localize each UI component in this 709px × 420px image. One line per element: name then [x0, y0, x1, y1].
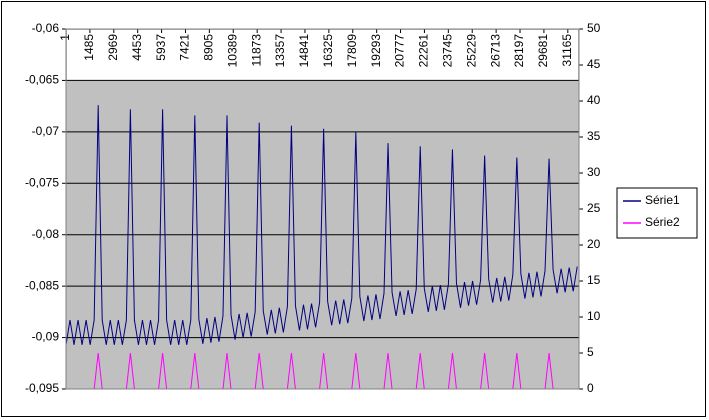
- x-tick-label: 22261: [417, 34, 431, 68]
- y2-tick-label: 5: [587, 345, 594, 359]
- x-tick-label: 26713: [488, 34, 502, 68]
- x-tick-label: 28197: [512, 34, 526, 68]
- x-tick-label: 16325: [321, 34, 335, 68]
- x-tick-label: 31165: [560, 34, 574, 67]
- y2-tick-label: 50: [587, 21, 601, 35]
- x-tick-label: 29681: [536, 34, 550, 68]
- plot-area: [66, 29, 579, 389]
- y-tick-label: -0,065: [25, 73, 59, 87]
- x-tick-label: 13357: [273, 34, 287, 68]
- y-tick-label: -0,09: [32, 330, 60, 344]
- y-tick-label: -0,08: [32, 227, 60, 241]
- x-tick-label: 8905: [202, 34, 216, 61]
- y2-tick-label: 20: [587, 237, 601, 251]
- y2-tick-label: 30: [587, 165, 601, 179]
- y2-tick-label: 15: [587, 273, 601, 287]
- y-tick-label: -0,085: [25, 278, 59, 292]
- y2-tick-label: 45: [587, 57, 601, 71]
- label-strip: [67, 30, 578, 80]
- series-line: [65, 105, 578, 345]
- legend-label: Série1: [645, 193, 680, 207]
- y2-tick-label: 40: [587, 93, 601, 107]
- x-tick-label: 10389: [225, 34, 239, 68]
- x-tick-label: 17809: [345, 34, 359, 68]
- y2-tick-label: 25: [587, 201, 601, 215]
- plot-border: [65, 28, 580, 390]
- x-tick-label: 19293: [369, 34, 383, 68]
- x-tick-label: 20777: [393, 34, 407, 68]
- x-tick-label: 5937: [154, 34, 168, 61]
- x-tick-label: 23745: [441, 34, 455, 68]
- legend-box: [616, 187, 698, 239]
- y-tick-label: -0,07: [32, 124, 60, 138]
- x-tick-label: 1485: [82, 34, 96, 61]
- legend-label: Série2: [645, 215, 680, 229]
- x-tick-label: 7421: [178, 34, 192, 61]
- y2-tick-label: 35: [587, 129, 601, 143]
- y-tick-label: -0,095: [25, 381, 59, 395]
- y-tick-label: -0,06: [32, 21, 60, 35]
- x-tick-label: 2969: [106, 34, 120, 61]
- y2-tick-label: 10: [587, 309, 601, 323]
- y-tick-label: -0,075: [25, 175, 59, 189]
- x-tick-label: 11873: [249, 34, 263, 67]
- legend: Série1 Série2: [616, 187, 698, 239]
- y2-tick-label: 0: [587, 381, 594, 395]
- x-tick-label: 25229: [464, 34, 478, 68]
- x-tick-label: 4453: [130, 34, 144, 61]
- x-tick-label: 1: [58, 34, 72, 41]
- x-tick-label: 14841: [297, 34, 311, 68]
